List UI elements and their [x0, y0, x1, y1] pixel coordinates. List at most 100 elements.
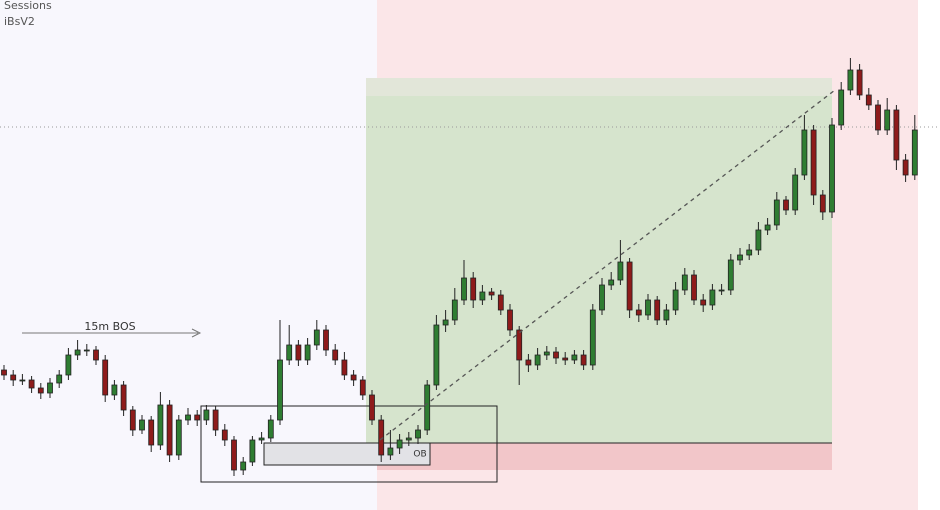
- candle-body: [139, 419, 145, 431]
- candle-body: [405, 437, 412, 441]
- candle-body: [120, 384, 127, 411]
- candle-body: [516, 329, 523, 361]
- bos-label: 15m BOS: [84, 320, 135, 333]
- target-zone: [366, 78, 832, 443]
- candle-body: [764, 224, 771, 231]
- candle-body: [369, 394, 375, 421]
- candle-body: [893, 109, 900, 161]
- candle-body: [589, 309, 596, 366]
- candle-body: [19, 379, 26, 382]
- candle-body: [415, 429, 421, 439]
- candle-body: [442, 319, 449, 326]
- candle-body: [709, 289, 716, 306]
- candle-body: [902, 159, 909, 176]
- candle-body: [461, 277, 467, 301]
- candle-body: [185, 414, 191, 421]
- candle-body: [129, 409, 136, 431]
- candle-body: [451, 299, 458, 321]
- candle-body: [65, 354, 72, 376]
- indicator-label: Sessions: [4, 0, 52, 12]
- candle-body: [654, 299, 661, 321]
- candle-body: [37, 387, 44, 394]
- candle-body: [286, 344, 293, 361]
- candle-body: [341, 359, 348, 376]
- candle-body: [801, 129, 808, 176]
- candle-body: [562, 357, 569, 361]
- candle-body: [258, 437, 265, 441]
- candle-body: [93, 349, 99, 361]
- order-block: [263, 442, 431, 466]
- candle-body: [83, 349, 90, 352]
- candle-body: [479, 291, 486, 301]
- candle-body: [691, 274, 697, 301]
- candle-body: [350, 374, 357, 381]
- indicator-label: iBsV2: [4, 15, 35, 28]
- candle-body: [240, 461, 247, 471]
- candle-body: [635, 309, 642, 316]
- candle-body: [737, 254, 743, 261]
- candle-body: [47, 382, 53, 394]
- candle-body: [488, 291, 495, 296]
- range-box: [200, 405, 498, 483]
- candle-body: [663, 309, 670, 321]
- candle-body: [396, 439, 403, 449]
- candle-body: [295, 344, 302, 361]
- candle-body: [102, 359, 109, 396]
- candle-body: [645, 299, 651, 316]
- stop-zone: [377, 443, 832, 470]
- candle-body: [875, 104, 881, 131]
- candle-body: [221, 429, 228, 441]
- candle-body: [203, 409, 210, 421]
- candle-body: [433, 324, 440, 386]
- candle-body: [157, 404, 164, 446]
- candle-body: [571, 354, 578, 361]
- ob-label: OB: [413, 450, 426, 460]
- candle-body: [313, 329, 320, 346]
- candle-body: [829, 124, 835, 213]
- candle-body: [727, 259, 734, 291]
- candle-body: [608, 279, 615, 286]
- target-zone-top: [366, 78, 832, 96]
- candle-body: [1, 369, 7, 376]
- candle-body: [718, 289, 725, 292]
- candle-body: [378, 419, 385, 456]
- candle-body: [792, 174, 799, 211]
- candle-body: [847, 69, 854, 91]
- candle-body: [819, 194, 826, 213]
- candle-body: [111, 384, 118, 396]
- candle-body: [672, 289, 679, 311]
- candle-body: [626, 261, 633, 311]
- candle-body: [599, 284, 605, 311]
- candle-body: [74, 349, 81, 356]
- candle-body: [497, 294, 504, 311]
- candle-body: [332, 349, 339, 361]
- candle-body: [470, 277, 477, 301]
- candle-body: [249, 439, 256, 463]
- candle-body: [810, 129, 817, 196]
- candle-body: [773, 199, 780, 226]
- candle-body: [166, 404, 173, 456]
- candle-body: [387, 447, 394, 456]
- candle-body: [28, 379, 35, 389]
- candle-body: [56, 374, 63, 384]
- candle-body: [148, 419, 155, 446]
- candle-body: [856, 69, 863, 96]
- candle-body: [553, 351, 559, 359]
- candle-body: [755, 229, 762, 251]
- candle-body: [231, 439, 237, 471]
- candle-body: [424, 384, 431, 431]
- candle-body: [746, 249, 753, 256]
- candle-body: [838, 89, 845, 126]
- candle-body: [543, 351, 550, 356]
- candle-body: [865, 94, 872, 106]
- candle-body: [10, 374, 17, 381]
- candle-body: [783, 199, 789, 211]
- candle-body: [525, 359, 532, 366]
- candle-body: [911, 129, 918, 176]
- candle-body: [267, 419, 274, 439]
- candle-body: [681, 274, 688, 291]
- candle-body: [212, 409, 219, 431]
- candle-body: [323, 329, 329, 351]
- bos-arrow: [191, 328, 202, 338]
